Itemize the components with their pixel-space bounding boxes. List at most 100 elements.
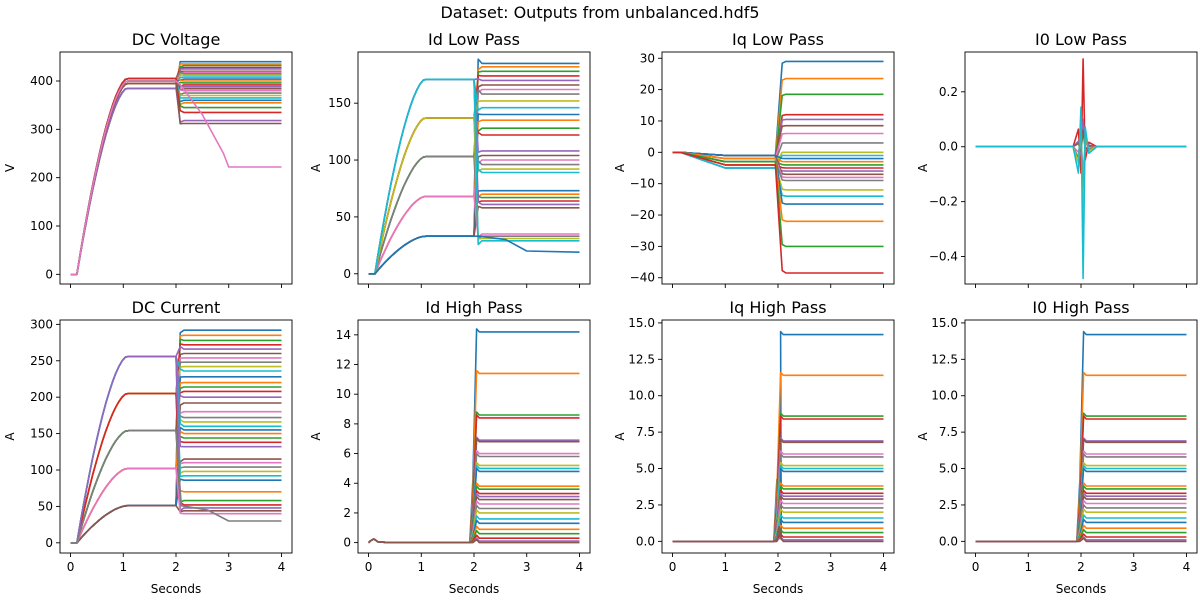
y-tick-label: 7.5 bbox=[939, 425, 958, 439]
y-tick-label: 15.0 bbox=[628, 316, 655, 330]
y-tick-label: 100 bbox=[30, 463, 53, 477]
x-tick-label: 3 bbox=[523, 560, 531, 574]
x-tick-label: 1 bbox=[1024, 560, 1032, 574]
y-tick-label: 12.5 bbox=[931, 352, 958, 366]
series-line bbox=[975, 106, 1187, 280]
x-axis-label: Seconds bbox=[449, 582, 499, 596]
series-line bbox=[367, 538, 580, 544]
figure-suptitle: Dataset: Outputs from unbalanced.hdf5 bbox=[440, 3, 759, 22]
y-axis-label: A bbox=[916, 432, 930, 441]
y-tick-label: 20 bbox=[640, 83, 655, 97]
y-tick-label: 150 bbox=[328, 96, 351, 110]
x-tick-label: 2 bbox=[470, 560, 478, 574]
y-tick-label: 12 bbox=[336, 358, 351, 372]
x-tick-label: 0 bbox=[365, 560, 373, 574]
y-tick-label: 14 bbox=[336, 328, 351, 342]
y-tick-label: −20 bbox=[630, 208, 655, 222]
y-tick-label: 2 bbox=[343, 506, 351, 520]
y-tick-label: 10.0 bbox=[628, 389, 655, 403]
y-tick-label: 12.5 bbox=[628, 352, 655, 366]
y-tick-label: −40 bbox=[630, 271, 655, 285]
x-tick-label: 0 bbox=[67, 560, 75, 574]
subplot-1: DC Voltage 0 100 200 300 400 V bbox=[3, 30, 293, 288]
y-axis-label: A bbox=[3, 432, 17, 441]
series-group bbox=[368, 58, 580, 275]
y-tick-label: 5.0 bbox=[939, 462, 958, 476]
series-group bbox=[70, 60, 282, 276]
series-line bbox=[368, 235, 580, 275]
subplot-3: Iq Low Pass −40 −30 −20 −10 0 10 20 30 A bbox=[613, 30, 895, 288]
subplot-title: I0 Low Pass bbox=[1035, 30, 1127, 49]
y-tick-label: −30 bbox=[630, 239, 655, 253]
y-tick-label: 4 bbox=[343, 476, 351, 490]
x-tick-label: 2 bbox=[1077, 560, 1085, 574]
x-tick-label: 2 bbox=[774, 560, 782, 574]
y-axis-label: V bbox=[3, 163, 17, 172]
y-tick-label: 50 bbox=[38, 499, 53, 513]
y-tick-label: 30 bbox=[640, 51, 655, 65]
y-tick-label: 0 bbox=[343, 536, 351, 550]
x-axis-label: Seconds bbox=[1056, 582, 1106, 596]
x-tick-label: 2 bbox=[172, 560, 180, 574]
y-tick-label: 10 bbox=[336, 387, 351, 401]
subplot-title: DC Voltage bbox=[132, 30, 221, 49]
y-tick-label: 0 bbox=[343, 267, 351, 281]
series-line bbox=[368, 78, 580, 275]
y-tick-label: 0 bbox=[45, 536, 53, 550]
y-axis-label: A bbox=[613, 163, 627, 172]
series-line bbox=[70, 467, 282, 544]
y-tick-label: 0.0 bbox=[939, 140, 958, 154]
subplot-title: Id Low Pass bbox=[428, 30, 520, 49]
series-group bbox=[672, 330, 884, 543]
series-line bbox=[368, 195, 580, 275]
x-axis-label: Seconds bbox=[753, 582, 803, 596]
x-axis-label: Seconds bbox=[151, 582, 201, 596]
series-line bbox=[70, 504, 282, 544]
subplot-4: I0 Low Pass −0.4 −0.2 0.0 0.2 A bbox=[916, 30, 1198, 288]
y-tick-label: 7.5 bbox=[636, 425, 655, 439]
subplot-title: DC Current bbox=[132, 298, 221, 317]
y-tick-label: 5.0 bbox=[636, 462, 655, 476]
series-group bbox=[70, 329, 282, 544]
series-line bbox=[975, 537, 1187, 543]
series-line bbox=[368, 117, 580, 275]
x-tick-label: 4 bbox=[278, 560, 286, 574]
series-line bbox=[975, 58, 1187, 174]
y-axis-label: A bbox=[916, 163, 930, 172]
y-tick-label: 300 bbox=[30, 317, 53, 331]
x-tick-label: 0 bbox=[972, 560, 980, 574]
y-axis-label: A bbox=[309, 432, 323, 441]
y-tick-label: 2.5 bbox=[636, 498, 655, 512]
y-tick-label: 50 bbox=[336, 210, 351, 224]
series-line bbox=[70, 80, 282, 276]
x-tick-label: 3 bbox=[827, 560, 835, 574]
x-tick-label: 4 bbox=[880, 560, 888, 574]
subplot-8: I0 High Pass 0.0 2.5 5.0 7.5 10.0 12.5 15.0 0 1 2 3… bbox=[916, 298, 1198, 596]
x-tick-label: 3 bbox=[225, 560, 233, 574]
y-tick-label: 8 bbox=[343, 417, 351, 431]
series-group bbox=[975, 58, 1187, 280]
series-group bbox=[672, 60, 884, 274]
y-tick-label: 10.0 bbox=[931, 389, 958, 403]
x-tick-label: 1 bbox=[721, 560, 729, 574]
y-tick-label: 400 bbox=[30, 74, 53, 88]
series-line bbox=[70, 355, 282, 544]
x-tick-label: 3 bbox=[1130, 560, 1138, 574]
y-tick-label: 2.5 bbox=[939, 498, 958, 512]
y-tick-label: 0 bbox=[647, 145, 655, 159]
subplot-7: Iq High Pass 0.0 2.5 5.0 7.5 10.0 12.5 15.0 0 1 2 3… bbox=[613, 298, 895, 596]
x-tick-label: 4 bbox=[576, 560, 584, 574]
series-group bbox=[367, 328, 580, 544]
y-tick-label: 200 bbox=[30, 390, 53, 404]
x-tick-label: 4 bbox=[1183, 560, 1191, 574]
subplot-title: Iq Low Pass bbox=[732, 30, 824, 49]
y-tick-label: 0 bbox=[45, 267, 53, 281]
y-tick-label: 100 bbox=[328, 153, 351, 167]
subplot-5: DC Current 0 50 100 150 200 250 300 0 1 2 3 4 A Second… bbox=[3, 298, 293, 596]
x-tick-label: 0 bbox=[669, 560, 677, 574]
y-tick-label: 15.0 bbox=[931, 316, 958, 330]
y-tick-label: 10 bbox=[640, 114, 655, 128]
y-tick-label: −0.4 bbox=[929, 250, 958, 264]
